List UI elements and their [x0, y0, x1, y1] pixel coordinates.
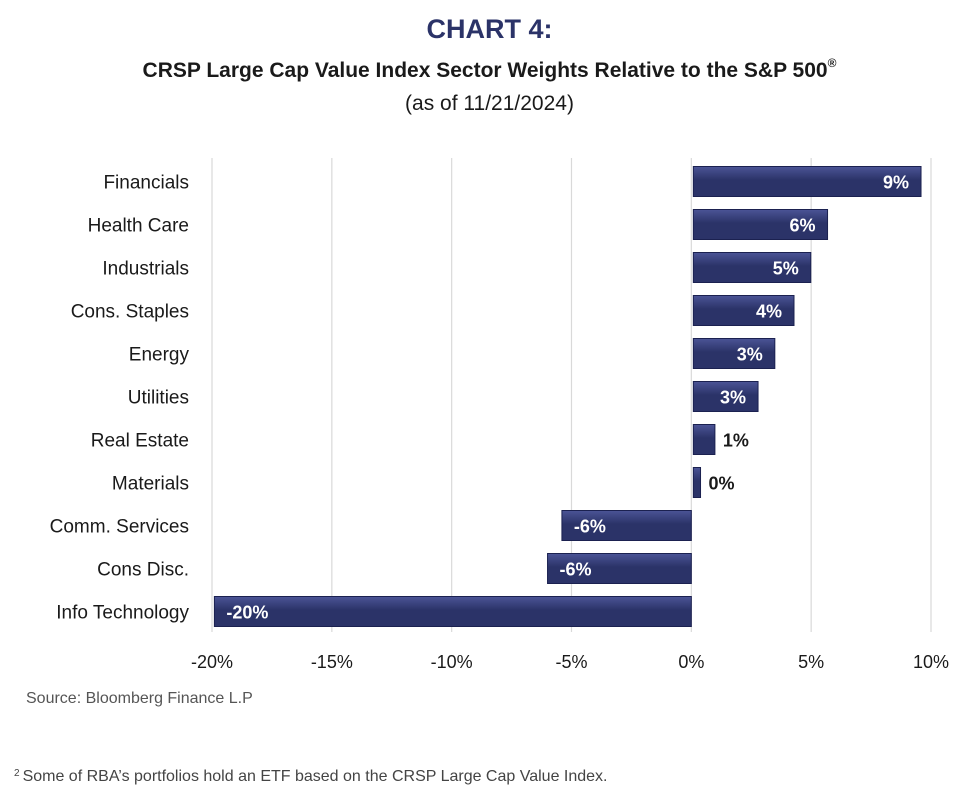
data-label: 1% [723, 431, 749, 451]
category-label: Comm. Services [50, 517, 189, 538]
grid-lines [211, 158, 932, 632]
x-tick-label: 0% [678, 652, 704, 672]
bar [692, 166, 922, 197]
chart-subtitle: (as of 11/21/2024) [405, 92, 574, 115]
bar [692, 467, 702, 498]
data-label: 3% [737, 345, 763, 365]
category-label: Financials [103, 173, 189, 194]
data-label: -20% [226, 603, 268, 623]
bar-chart: 9% 6% 5% 4% 3% 3% 1% 0% -6% -6% -20% Financials Hea… [50, 158, 949, 672]
bar [692, 381, 759, 412]
data-label: 9% [883, 173, 909, 193]
bar [692, 338, 776, 369]
data-label: 5% [773, 259, 799, 279]
source-note: Source: Bloomberg Finance L.P [26, 690, 253, 707]
x-tick-label: -5% [555, 652, 587, 672]
x-tick-label: 5% [798, 652, 824, 672]
x-axis-ticks: -20% -15% -10% -5% 0% 5% 10% [191, 652, 949, 672]
data-label: 4% [756, 302, 782, 322]
category-labels: Financials Health Care Industrials Cons. St… [50, 173, 190, 624]
category-label: Energy [129, 345, 190, 366]
data-label: -6% [574, 517, 606, 537]
category-label: Industrials [102, 259, 189, 280]
category-label: Health Care [88, 216, 189, 237]
footnote: 2 Some of RBA’s portfolios hold an ETF ba… [14, 768, 608, 786]
chart-title-text: CRSP Large Cap Value Index Sector Weight… [142, 59, 828, 82]
bar [692, 295, 795, 326]
bar [213, 596, 692, 627]
x-tick-label: -15% [311, 652, 353, 672]
category-label: Materials [112, 474, 189, 495]
category-label: Cons Disc. [97, 560, 189, 581]
bar [561, 510, 692, 541]
chart-title: CRSP Large Cap Value Index Sector Weight… [0, 56, 979, 83]
x-tick-label: -20% [191, 652, 233, 672]
x-tick-label: -10% [431, 652, 473, 672]
x-tick-label: 10% [913, 652, 949, 672]
data-label: 0% [709, 474, 735, 494]
bar [547, 553, 692, 584]
bar [692, 209, 829, 240]
category-label: Info Technology [56, 603, 189, 624]
footnote-marker: 2 [14, 768, 20, 779]
data-label: 3% [720, 388, 746, 408]
chart-number: CHART 4: [426, 14, 553, 44]
category-label: Cons. Staples [71, 302, 189, 323]
data-label: -6% [560, 560, 592, 580]
data-label: 6% [790, 216, 816, 236]
data-labels: 9% 6% 5% 4% 3% 3% 1% 0% -6% -6% -20% [226, 173, 909, 623]
footnote-text: Some of RBA’s portfolios hold an ETF bas… [22, 768, 608, 785]
registered-mark: ® [827, 56, 837, 70]
bar [692, 252, 812, 283]
category-label: Real Estate [91, 431, 189, 452]
category-label: Utilities [128, 388, 189, 409]
bars [213, 166, 922, 627]
bar [692, 424, 716, 455]
